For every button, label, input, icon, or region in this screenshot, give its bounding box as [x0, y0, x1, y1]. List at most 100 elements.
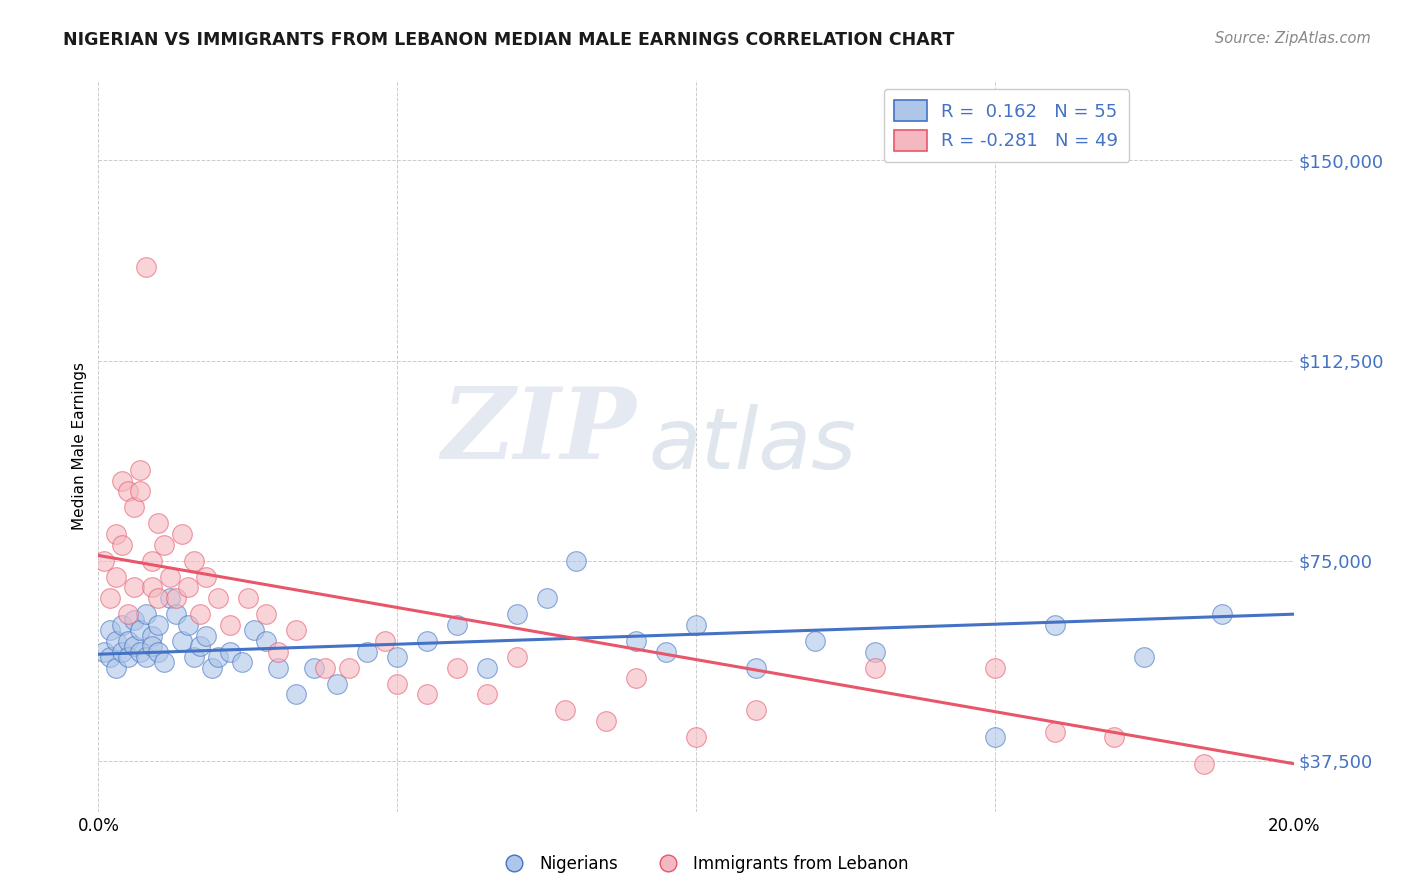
Point: [626, 633, 648, 648]
Point: [98, 591, 122, 606]
Point: [254, 633, 277, 648]
Point: [1043, 618, 1066, 632]
Point: [111, 644, 134, 658]
Point: [339, 660, 361, 674]
Point: [105, 660, 128, 674]
Point: [117, 607, 139, 622]
Point: [506, 649, 529, 664]
Text: Source: ZipAtlas.com: Source: ZipAtlas.com: [1215, 31, 1371, 46]
Point: [159, 570, 181, 584]
Point: [207, 649, 229, 664]
Point: [129, 644, 152, 658]
Point: [93, 554, 115, 568]
Point: [254, 607, 277, 622]
Point: [177, 618, 200, 632]
Point: [315, 660, 337, 674]
Point: [129, 484, 152, 499]
Point: [446, 618, 468, 632]
Point: [153, 655, 176, 669]
Point: [129, 623, 152, 637]
Point: [626, 671, 648, 685]
Point: [554, 703, 576, 717]
Point: [745, 703, 768, 717]
Point: [148, 644, 170, 658]
Point: [135, 607, 157, 622]
Point: [141, 628, 163, 642]
Point: [177, 581, 200, 595]
Point: [236, 591, 259, 606]
Point: [374, 633, 396, 648]
Point: [172, 633, 194, 648]
Point: [207, 591, 229, 606]
Point: [655, 644, 678, 658]
Point: [172, 527, 194, 541]
Point: [984, 660, 1007, 674]
Point: [231, 655, 253, 669]
Point: [148, 591, 170, 606]
Point: [536, 591, 558, 606]
Point: [284, 687, 307, 701]
Point: [219, 644, 242, 658]
Point: [124, 639, 146, 653]
Point: [105, 633, 128, 648]
Point: [129, 463, 152, 477]
Point: [1133, 649, 1156, 664]
Point: [153, 538, 176, 552]
Point: [475, 660, 498, 674]
Point: [98, 623, 122, 637]
Point: [98, 649, 122, 664]
Point: [1104, 730, 1126, 744]
Point: [159, 591, 181, 606]
Point: [165, 591, 187, 606]
Point: [506, 607, 529, 622]
Point: [124, 500, 146, 515]
Point: [141, 554, 163, 568]
Point: [1211, 607, 1233, 622]
Text: ZIP: ZIP: [441, 384, 637, 480]
Point: [745, 660, 768, 674]
Point: [117, 484, 139, 499]
Point: [356, 644, 378, 658]
Point: [1043, 724, 1066, 739]
Point: [117, 633, 139, 648]
Text: NIGERIAN VS IMMIGRANTS FROM LEBANON MEDIAN MALE EARNINGS CORRELATION CHART: NIGERIAN VS IMMIGRANTS FROM LEBANON MEDI…: [63, 31, 955, 49]
Point: [565, 554, 588, 568]
Point: [183, 649, 205, 664]
Point: [385, 649, 409, 664]
Text: atlas: atlas: [648, 404, 856, 488]
Point: [195, 570, 218, 584]
Point: [148, 516, 170, 531]
Point: [111, 474, 134, 488]
Point: [124, 613, 146, 627]
Point: [685, 618, 707, 632]
Point: [188, 607, 211, 622]
Point: [865, 660, 887, 674]
Point: [865, 644, 887, 658]
Point: [124, 581, 146, 595]
Point: [326, 676, 349, 690]
Point: [111, 538, 134, 552]
Point: [135, 649, 157, 664]
Point: [219, 618, 242, 632]
Point: [416, 633, 439, 648]
Point: [93, 644, 115, 658]
Point: [595, 714, 617, 728]
Point: [984, 730, 1007, 744]
Point: [141, 581, 163, 595]
Point: [302, 660, 325, 674]
Point: [105, 527, 128, 541]
Point: [243, 623, 266, 637]
Point: [201, 660, 224, 674]
Point: [195, 628, 218, 642]
Point: [685, 730, 707, 744]
Point: [267, 644, 290, 658]
Point: [267, 660, 290, 674]
Point: [183, 554, 205, 568]
Legend: R =  0.162   N = 55, R = -0.281   N = 49: R = 0.162 N = 55, R = -0.281 N = 49: [883, 89, 1129, 161]
Point: [117, 649, 139, 664]
Point: [385, 676, 409, 690]
Legend: Nigerians, Immigrants from Lebanon: Nigerians, Immigrants from Lebanon: [491, 848, 915, 880]
Point: [148, 618, 170, 632]
Point: [141, 639, 163, 653]
Point: [1192, 756, 1215, 771]
